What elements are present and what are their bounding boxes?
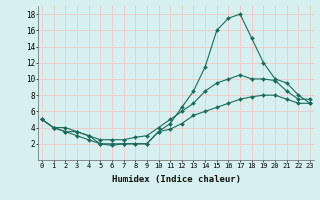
X-axis label: Humidex (Indice chaleur): Humidex (Indice chaleur) bbox=[111, 175, 241, 184]
